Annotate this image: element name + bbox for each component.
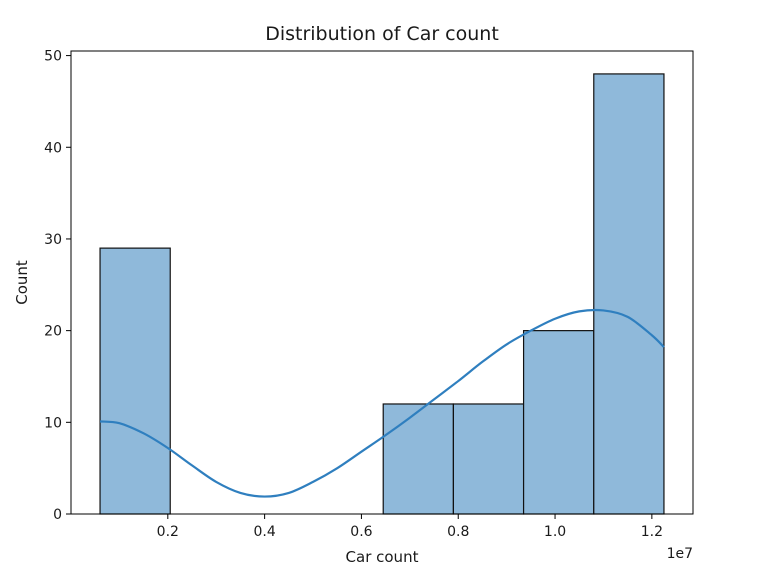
y-tick-label: 0 [53, 507, 62, 523]
x-tick-label: 1.0 [544, 524, 566, 540]
histogram-bar [382, 403, 454, 515]
kde-curve [99, 308, 665, 498]
x-tick-label: 1.2 [641, 524, 663, 540]
y-tick-label: 20 [44, 324, 62, 340]
chart-title: Distribution of Car count [265, 23, 499, 45]
histogram-bar [593, 73, 665, 515]
y-tick-label: 10 [44, 415, 62, 431]
x-axis: 0.2 0.4 0.6 0.8 1.0 1.2 [157, 514, 663, 540]
x-tick-label: 0.8 [447, 524, 469, 540]
y-tick-label: 30 [44, 232, 62, 248]
x-tick-label: 0.4 [253, 524, 275, 540]
bars-layer [99, 73, 665, 515]
histogram-bar [522, 330, 595, 515]
plot-frame [70, 50, 694, 515]
y-axis-label: Count [13, 260, 31, 305]
y-tick-label: 50 [44, 49, 62, 65]
y-tick-label: 40 [44, 140, 62, 156]
x-axis-label: Car count [346, 548, 419, 566]
y-axis: 0 10 20 30 40 50 [44, 49, 71, 523]
x-tick-label: 0.2 [157, 524, 179, 540]
x-tick-label: 0.6 [350, 524, 372, 540]
histogram-bar [99, 247, 171, 515]
histogram-bar [452, 403, 525, 515]
x-axis-offset-label: 1e7 [667, 546, 693, 562]
